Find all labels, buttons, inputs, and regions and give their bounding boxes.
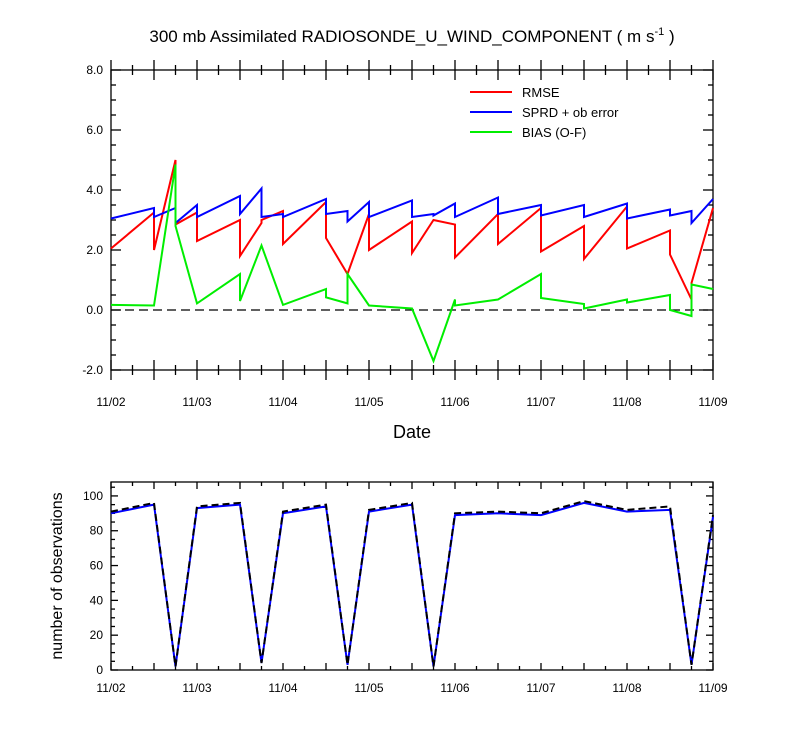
y-tick-label: 8.0 xyxy=(86,63,103,77)
y-tick-label: 20 xyxy=(90,628,104,642)
y-tick-label: 6.0 xyxy=(86,123,103,137)
legend-label: BIAS (O-F) xyxy=(522,125,586,140)
x-tick-label: 11/06 xyxy=(440,395,469,409)
y-tick-label: 2.0 xyxy=(86,243,103,257)
top-panel: 11/02 11/03 11/04 11/05 11/06 11/07 11/08 11/09… xyxy=(82,60,728,409)
x-tick-label: 11/04 xyxy=(268,681,297,695)
y-tick-label: 0.0 xyxy=(86,303,103,317)
x-tick-label: 11/05 xyxy=(354,395,383,409)
bottom-panel: 11/02 11/03 11/04 11/05 11/06 11/07 11/08 11/09… xyxy=(83,481,728,695)
series-line-sprd-ob-error xyxy=(110,185,714,226)
x-tick-label: 11/07 xyxy=(526,681,555,695)
legend-label: SPRD + ob error xyxy=(522,105,619,120)
legend-label: RMSE xyxy=(522,85,560,100)
x-tick-label: 11/08 xyxy=(612,681,641,695)
plot-frame xyxy=(110,69,714,371)
y-tick-label: 100 xyxy=(83,489,103,503)
y-tick-label: 60 xyxy=(90,559,104,573)
series-line-rmse xyxy=(110,159,714,300)
x-tick-label: 11/04 xyxy=(268,395,297,409)
x-tick-label: 11/08 xyxy=(612,395,641,409)
x-tick-label: 11/09 xyxy=(698,395,727,409)
chart-title: 300 mb Assimilated RADIOSONDE_U_WIND_COM… xyxy=(149,26,674,46)
y-tick-label: 0 xyxy=(96,663,103,677)
x-axis-label: Date xyxy=(393,422,431,442)
x-tick-label: 11/03 xyxy=(182,395,211,409)
y-tick-label: 80 xyxy=(90,524,104,538)
x-tick-label: 11/06 xyxy=(440,681,469,695)
series-line-used xyxy=(110,501,714,667)
x-tick-label: 11/03 xyxy=(182,681,211,695)
series-line-possible xyxy=(110,500,714,667)
y-tick-label: 40 xyxy=(90,593,104,607)
y-tick-label: 4.0 xyxy=(86,183,103,197)
x-tick-label: 11/02 xyxy=(96,395,125,409)
x-tick-label: 11/05 xyxy=(354,681,383,695)
x-tick-label: 11/02 xyxy=(96,681,125,695)
series-line-bias-o-f xyxy=(110,164,714,364)
y-tick-label: -2.0 xyxy=(82,363,103,377)
x-tick-label: 11/09 xyxy=(698,681,727,695)
y-axis-label-bottom: number of observations xyxy=(49,492,66,659)
x-tick-label: 11/07 xyxy=(526,395,555,409)
